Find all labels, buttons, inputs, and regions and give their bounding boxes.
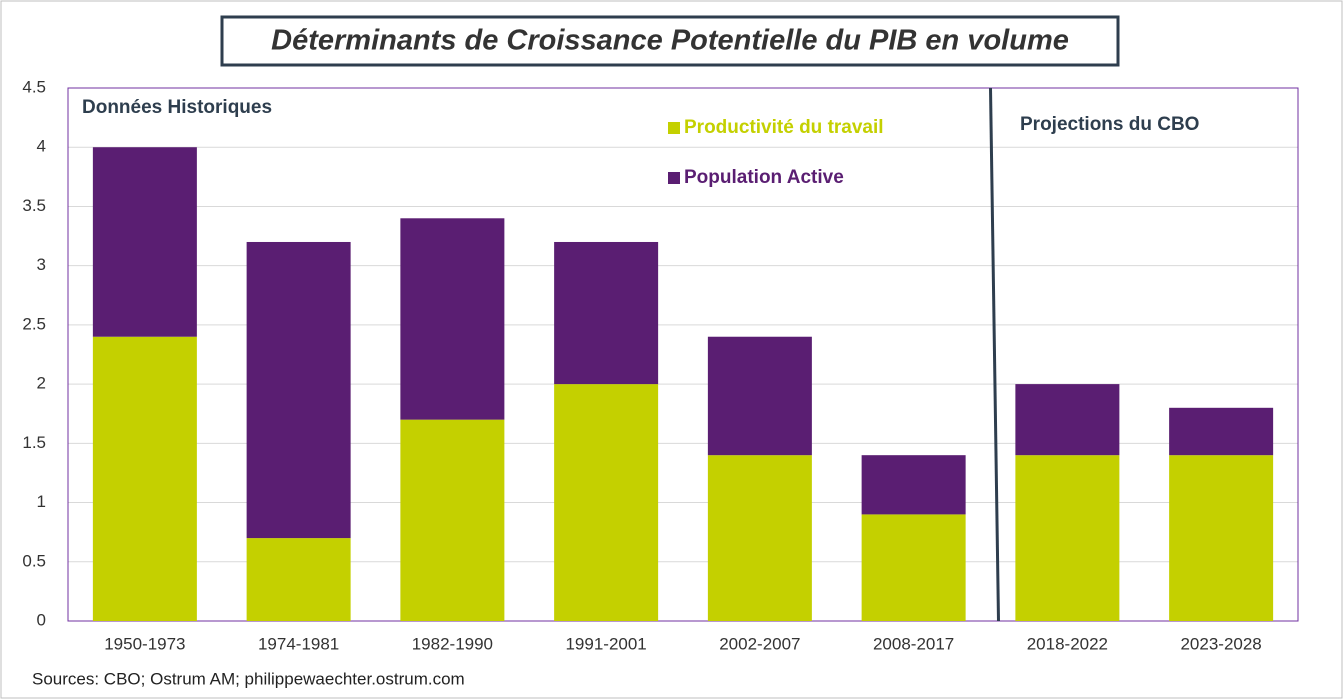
bar [400, 218, 505, 420]
bar [246, 241, 351, 539]
legend-swatch [668, 172, 680, 184]
legend-label: Population Active [684, 167, 844, 188]
bar [707, 336, 812, 456]
bar [861, 455, 966, 515]
y-tick-label: 2.5 [22, 314, 46, 333]
y-tick-label: 3 [37, 255, 46, 274]
bar [1015, 384, 1120, 456]
x-tick-label: 1982-1990 [412, 634, 493, 653]
x-tick-label: 2023-2028 [1180, 634, 1261, 653]
y-tick-label: 4 [37, 137, 46, 156]
x-tick-label: 2002-2007 [719, 634, 800, 653]
y-tick-label: 3.5 [22, 196, 46, 215]
x-tick-label: 1950-1973 [104, 634, 185, 653]
bar [246, 538, 351, 621]
bar [92, 147, 197, 337]
title-box [220, 15, 1120, 67]
separator [989, 87, 1000, 622]
bar [1015, 455, 1120, 621]
source: Sources: CBO; Ostrum AM; philippewaechte… [32, 669, 465, 688]
y-tick-label: 4.5 [22, 77, 46, 96]
bar [1169, 407, 1274, 456]
annotation: Données Historiques [82, 97, 272, 118]
bar [92, 336, 197, 621]
y-tick-label: 1 [37, 492, 46, 511]
y-tick-label: 0 [37, 610, 46, 629]
bar [1169, 455, 1274, 621]
y-tick-label: 0.5 [22, 551, 46, 570]
y-tick-label: 1.5 [22, 433, 46, 452]
bar [861, 514, 966, 621]
legend-swatch [668, 122, 680, 134]
bar [707, 455, 812, 621]
annotation: Projections du CBO [1020, 114, 1199, 135]
bar [400, 419, 505, 621]
x-tick-label: 2008-2017 [873, 634, 954, 653]
x-tick-label: 1974-1981 [258, 634, 339, 653]
y-tick-label: 2 [37, 374, 46, 393]
x-tick-label: 2018-2022 [1027, 634, 1108, 653]
legend-label: Productivité du travail [684, 117, 884, 138]
plot-border [67, 87, 1299, 622]
bar [554, 241, 659, 385]
chart-title: Déterminants de Croissance Potentielle d… [271, 25, 1069, 57]
x-tick-label: 1991-2001 [565, 634, 646, 653]
bar [554, 384, 659, 621]
